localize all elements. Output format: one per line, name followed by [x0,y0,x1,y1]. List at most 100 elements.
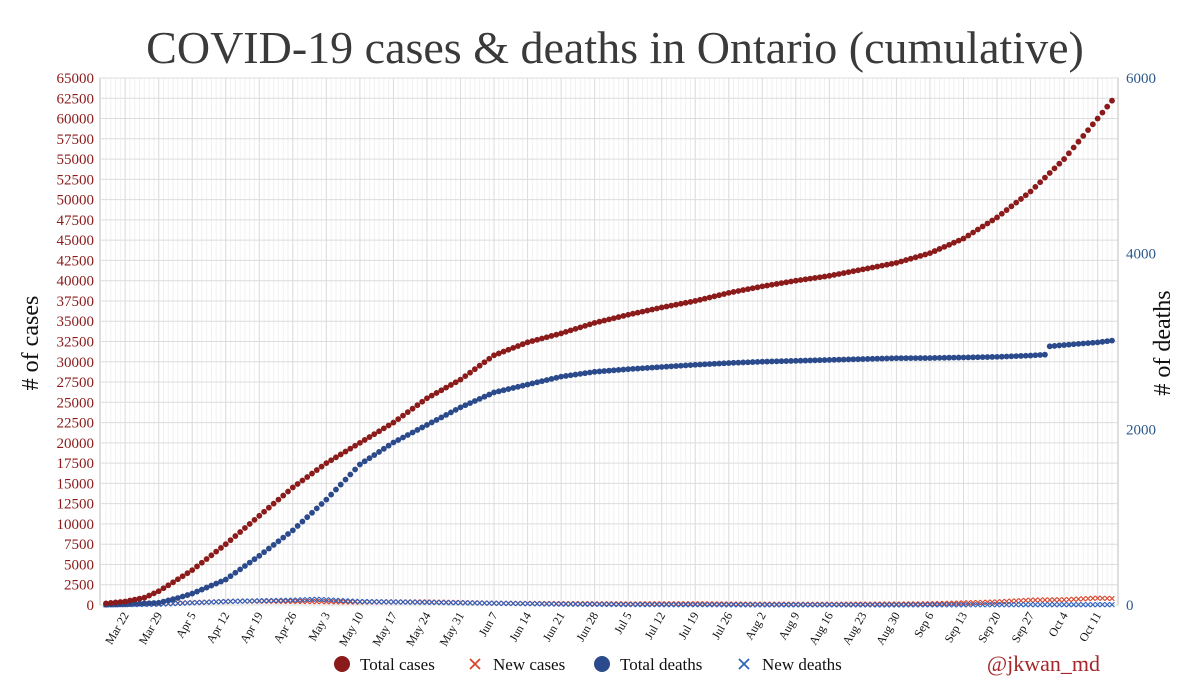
data-point [218,598,224,605]
data-point [155,599,162,606]
legend-label: Total deaths [620,655,702,674]
data-point [711,360,718,367]
data-point [596,368,603,375]
data-point [682,601,689,607]
data-point [984,601,991,608]
y-tick-left-label: 40000 [57,274,95,290]
data-point [654,305,660,312]
data-point [620,366,627,373]
data-point [548,375,555,382]
data-point [955,237,962,244]
data-point [385,599,392,605]
data-point [888,601,895,607]
data-point [601,368,608,374]
data-point [553,601,560,607]
data-point [1018,601,1024,608]
y-tick-left-label: 22500 [57,416,95,432]
data-point [352,598,358,605]
data-point [778,358,785,365]
data-point [1080,133,1087,139]
data-point [831,602,837,608]
data-point [1037,179,1044,186]
data-point [586,369,593,376]
data-point [328,598,334,605]
data-point [778,602,785,608]
data-point [577,370,584,377]
data-point [328,491,335,498]
data-point [644,365,651,371]
data-point [194,563,200,570]
x-tick-label: Apr 19 [237,610,266,646]
data-point [749,359,756,365]
data-point [673,363,679,369]
data-point [103,600,109,607]
data-point [994,601,1000,608]
data-point [639,601,646,608]
series-total-cases [103,97,1115,607]
data-point [1094,595,1101,601]
y-tick-left-label: 50000 [57,193,95,209]
data-point [1037,352,1044,358]
data-point [309,509,315,516]
data-point [438,414,445,421]
data-point [543,601,550,607]
data-point [347,445,354,452]
data-point [630,365,636,372]
data-point [529,600,536,607]
data-point [313,596,320,603]
data-point [1085,127,1091,134]
data-point [697,601,703,608]
data-point [491,600,497,607]
data-point [400,434,406,441]
data-point [591,319,598,326]
x-tick-label: Apr 26 [270,610,299,646]
data-point [227,573,234,580]
data-point [347,598,354,604]
data-point [395,437,402,443]
data-point [333,486,339,493]
data-point [677,362,684,369]
data-point [318,598,325,605]
data-point [342,599,349,605]
data-point [735,602,742,608]
data-point [237,598,243,604]
data-point [563,601,569,607]
data-point [970,601,976,608]
data-point [1056,596,1063,603]
data-point [678,601,684,608]
data-point [213,599,219,605]
data-point [275,597,282,604]
data-point [141,594,148,601]
data-point [251,598,258,604]
data-point [601,601,607,608]
data-point [994,353,1000,360]
data-point [179,593,186,600]
data-point [740,359,747,366]
data-point [946,602,952,608]
data-point [189,600,196,606]
data-point [505,346,512,353]
data-point [697,296,703,303]
data-point [289,484,296,491]
data-point [222,576,229,583]
data-point [280,492,287,499]
data-point [342,448,349,455]
data-point [850,602,857,608]
data-point [318,501,325,507]
data-point [208,552,215,559]
data-point [951,239,957,246]
data-point [855,356,862,363]
y-tick-left-label: 45000 [57,233,95,249]
data-point [836,356,842,363]
data-point [745,602,751,608]
y-axis-right-label: # of deaths [1150,290,1176,395]
data-point [189,590,196,597]
data-point [630,601,636,608]
data-point [610,315,617,322]
data-point [845,602,852,608]
data-point [1018,196,1024,202]
data-point [663,303,670,310]
data-point [826,602,833,608]
data-point [213,580,220,587]
data-point [553,331,560,338]
